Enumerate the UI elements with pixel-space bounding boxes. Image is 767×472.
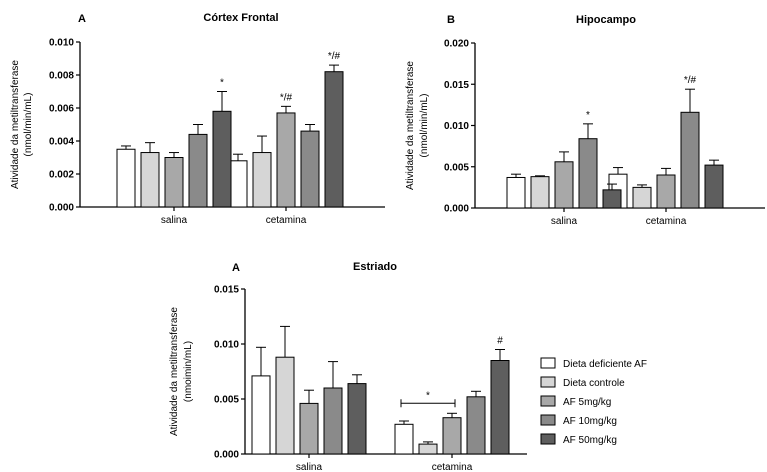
chart-0: A Córtex Frontal Atividade da metiltransfe… bbox=[10, 12, 385, 226]
bar bbox=[394, 423, 414, 455]
bar bbox=[299, 402, 319, 455]
bar bbox=[554, 161, 574, 209]
significance-label: */# bbox=[280, 92, 293, 103]
chart-2: A Estriado Atividade da metiltransferase (n… bbox=[169, 261, 647, 472]
y-tick-label: 0.002 bbox=[49, 170, 74, 181]
bar bbox=[680, 111, 700, 209]
y-tick-label: 0.015 bbox=[444, 80, 469, 91]
significance-label: # bbox=[497, 336, 503, 347]
legend-label: Dieta deficiente AF bbox=[563, 359, 647, 370]
significance-label: */# bbox=[684, 75, 697, 86]
bar bbox=[466, 396, 486, 455]
category-label: salina bbox=[551, 216, 578, 227]
bar bbox=[140, 152, 160, 208]
bar bbox=[116, 148, 136, 208]
bar bbox=[228, 160, 248, 208]
y-tick-label: 0.010 bbox=[214, 340, 239, 351]
bar bbox=[324, 71, 344, 208]
legend-swatch bbox=[540, 433, 556, 445]
y-axis-unit: (nmol/min/mL) bbox=[23, 93, 34, 157]
bar bbox=[530, 176, 550, 209]
significance-label: */# bbox=[328, 51, 341, 62]
chart-title: Hipocampo bbox=[576, 14, 636, 26]
y-tick-label: 0.006 bbox=[49, 104, 74, 115]
bar bbox=[578, 138, 598, 209]
legend: Dieta deficiente AF Dieta controle AF 5mg/… bbox=[540, 357, 647, 446]
y-tick-label: 0.000 bbox=[49, 203, 74, 214]
category-label: salina bbox=[161, 215, 188, 226]
legend-label: AF 5mg/kg bbox=[563, 397, 611, 408]
y-axis-label: Atividade da metiltransferase bbox=[169, 307, 180, 436]
legend-label: Dieta controle bbox=[563, 378, 625, 389]
panel-label: A bbox=[78, 13, 86, 25]
legend-swatch bbox=[540, 357, 556, 369]
bar bbox=[418, 443, 438, 455]
legend-swatch bbox=[540, 414, 556, 426]
chart-1: B Hipocampo Atividade da metiltransferase(… bbox=[405, 14, 765, 227]
y-tick-label: 0.004 bbox=[49, 137, 74, 148]
category-label: cetamina bbox=[266, 215, 307, 226]
category-label: cetamina bbox=[432, 462, 473, 472]
y-tick-label: 0.005 bbox=[214, 395, 239, 406]
y-axis-unit: (nmoimin/mL) bbox=[183, 341, 194, 402]
significance-label: * bbox=[220, 78, 224, 89]
legend-swatch bbox=[540, 395, 556, 407]
bar bbox=[252, 152, 272, 208]
y-tick-label: 0.015 bbox=[214, 285, 239, 296]
chart-title: Estriado bbox=[353, 261, 397, 273]
bar bbox=[276, 112, 296, 208]
bar bbox=[164, 157, 184, 208]
y-axis-label: Atividade da metiltransferase bbox=[10, 60, 21, 189]
bar bbox=[275, 356, 295, 455]
bar bbox=[506, 176, 526, 209]
bar bbox=[300, 130, 320, 208]
y-tick-label: 0.010 bbox=[49, 38, 74, 49]
bar bbox=[704, 164, 724, 209]
bar bbox=[251, 375, 271, 455]
panel-label: B bbox=[447, 14, 455, 26]
y-tick-label: 0.010 bbox=[444, 121, 469, 132]
bracket-label: * bbox=[426, 390, 430, 401]
legend-label: AF 10mg/kg bbox=[563, 416, 617, 427]
y-tick-label: 0.005 bbox=[444, 162, 469, 173]
legend-swatch bbox=[540, 376, 556, 388]
bar bbox=[188, 133, 208, 208]
bar bbox=[602, 189, 622, 209]
chart-title: Córtex Frontal bbox=[203, 12, 278, 24]
y-axis-label: Atividade da metiltransferase bbox=[405, 61, 416, 190]
bar bbox=[347, 383, 367, 455]
y-tick-label: 0.000 bbox=[214, 450, 239, 461]
y-tick-label: 0.020 bbox=[444, 39, 469, 50]
bar bbox=[490, 360, 510, 455]
y-tick-label: 0.008 bbox=[49, 71, 74, 82]
bar bbox=[442, 417, 462, 455]
legend-label: AF 50mg/kg bbox=[563, 435, 617, 446]
significance-label: * bbox=[586, 110, 590, 121]
bar bbox=[632, 186, 652, 209]
y-axis-unit: (nmol/min/mL) bbox=[419, 94, 430, 158]
bar bbox=[212, 110, 232, 208]
category-label: cetamina bbox=[646, 216, 687, 227]
y-tick-label: 0.000 bbox=[444, 204, 469, 215]
bar bbox=[656, 174, 676, 209]
category-label: salina bbox=[296, 462, 323, 472]
panel-label: A bbox=[232, 262, 240, 274]
bar bbox=[323, 387, 343, 455]
